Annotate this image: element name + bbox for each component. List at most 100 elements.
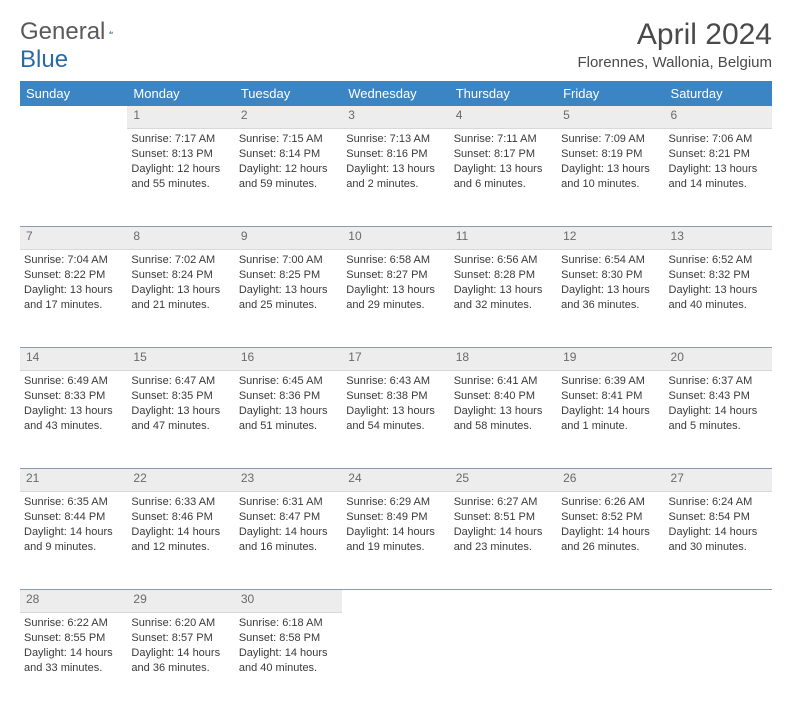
day-number: 7: [20, 227, 127, 250]
sunrise-text: Sunrise: 7:15 AM: [239, 132, 338, 147]
day-number: [665, 590, 772, 613]
day-cell: Sunrise: 6:27 AMSunset: 8:51 PMDaylight:…: [450, 492, 557, 590]
daylight-text: Daylight: 12 hours: [239, 162, 338, 177]
day-number-row: 14151617181920: [20, 348, 772, 371]
day-header: Thursday: [450, 81, 557, 106]
daylight-text: Daylight: 14 hours: [24, 646, 123, 661]
daylight-text: and 21 minutes.: [131, 298, 230, 313]
sunrise-text: Sunrise: 6:29 AM: [346, 495, 445, 510]
sunset-text: Sunset: 8:24 PM: [131, 268, 230, 283]
sunrise-text: Sunrise: 6:24 AM: [669, 495, 768, 510]
sunset-text: Sunset: 8:28 PM: [454, 268, 553, 283]
day-number-row: 78910111213: [20, 227, 772, 250]
sunrise-text: Sunrise: 7:09 AM: [561, 132, 660, 147]
daylight-text: Daylight: 13 hours: [561, 283, 660, 298]
sunset-text: Sunset: 8:33 PM: [24, 389, 123, 404]
sunset-text: Sunset: 8:57 PM: [131, 631, 230, 646]
day-cell: Sunrise: 6:35 AMSunset: 8:44 PMDaylight:…: [20, 492, 127, 590]
daylight-text: and 9 minutes.: [24, 540, 123, 555]
daylight-text: Daylight: 14 hours: [669, 525, 768, 540]
day-cell: Sunrise: 6:43 AMSunset: 8:38 PMDaylight:…: [342, 371, 449, 469]
day-cell: Sunrise: 6:52 AMSunset: 8:32 PMDaylight:…: [665, 250, 772, 348]
sunset-text: Sunset: 8:47 PM: [239, 510, 338, 525]
day-cell: Sunrise: 6:47 AMSunset: 8:35 PMDaylight:…: [127, 371, 234, 469]
daylight-text: Daylight: 13 hours: [239, 283, 338, 298]
day-number: 26: [557, 469, 664, 492]
daylight-text: Daylight: 13 hours: [669, 283, 768, 298]
daylight-text: and 6 minutes.: [454, 177, 553, 192]
sunrise-text: Sunrise: 6:52 AM: [669, 253, 768, 268]
daylight-text: Daylight: 13 hours: [131, 404, 230, 419]
day-number: 2: [235, 106, 342, 129]
sunset-text: Sunset: 8:55 PM: [24, 631, 123, 646]
sunset-text: Sunset: 8:49 PM: [346, 510, 445, 525]
sunset-text: Sunset: 8:21 PM: [669, 147, 768, 162]
daylight-text: Daylight: 14 hours: [239, 525, 338, 540]
sunrise-text: Sunrise: 6:54 AM: [561, 253, 660, 268]
day-cell: Sunrise: 7:15 AMSunset: 8:14 PMDaylight:…: [235, 129, 342, 227]
day-header: Saturday: [665, 81, 772, 106]
sunset-text: Sunset: 8:58 PM: [239, 631, 338, 646]
day-number: 8: [127, 227, 234, 250]
sunrise-text: Sunrise: 7:13 AM: [346, 132, 445, 147]
daylight-text: and 59 minutes.: [239, 177, 338, 192]
daylight-text: and 58 minutes.: [454, 419, 553, 434]
day-cell: Sunrise: 6:54 AMSunset: 8:30 PMDaylight:…: [557, 250, 664, 348]
day-cell: Sunrise: 6:29 AMSunset: 8:49 PMDaylight:…: [342, 492, 449, 590]
daylight-text: and 51 minutes.: [239, 419, 338, 434]
day-header: Wednesday: [342, 81, 449, 106]
sunset-text: Sunset: 8:27 PM: [346, 268, 445, 283]
day-header: Tuesday: [235, 81, 342, 106]
daylight-text: and 5 minutes.: [669, 419, 768, 434]
sunrise-text: Sunrise: 7:02 AM: [131, 253, 230, 268]
daylight-text: and 1 minute.: [561, 419, 660, 434]
day-content-row: Sunrise: 7:17 AMSunset: 8:13 PMDaylight:…: [20, 129, 772, 227]
sunset-text: Sunset: 8:36 PM: [239, 389, 338, 404]
sunset-text: Sunset: 8:40 PM: [454, 389, 553, 404]
day-number-row: 282930: [20, 590, 772, 613]
daylight-text: Daylight: 12 hours: [131, 162, 230, 177]
calendar-table: Sunday Monday Tuesday Wednesday Thursday…: [20, 81, 772, 710]
daylight-text: Daylight: 14 hours: [669, 404, 768, 419]
daylight-text: Daylight: 13 hours: [346, 162, 445, 177]
daylight-text: and 33 minutes.: [24, 661, 123, 676]
day-cell: Sunrise: 7:09 AMSunset: 8:19 PMDaylight:…: [557, 129, 664, 227]
day-cell: Sunrise: 7:02 AMSunset: 8:24 PMDaylight:…: [127, 250, 234, 348]
daylight-text: Daylight: 14 hours: [346, 525, 445, 540]
day-cell: [342, 613, 449, 710]
day-number: [20, 106, 127, 129]
day-content-row: Sunrise: 6:22 AMSunset: 8:55 PMDaylight:…: [20, 613, 772, 710]
day-cell: Sunrise: 7:11 AMSunset: 8:17 PMDaylight:…: [450, 129, 557, 227]
sunrise-text: Sunrise: 7:06 AM: [669, 132, 768, 147]
daylight-text: and 36 minutes.: [131, 661, 230, 676]
day-cell: Sunrise: 7:13 AMSunset: 8:16 PMDaylight:…: [342, 129, 449, 227]
daylight-text: Daylight: 13 hours: [454, 283, 553, 298]
day-number-row: 123456: [20, 106, 772, 129]
sunset-text: Sunset: 8:17 PM: [454, 147, 553, 162]
sunset-text: Sunset: 8:41 PM: [561, 389, 660, 404]
day-content-row: Sunrise: 6:49 AMSunset: 8:33 PMDaylight:…: [20, 371, 772, 469]
sunset-text: Sunset: 8:14 PM: [239, 147, 338, 162]
day-number: 3: [342, 106, 449, 129]
daylight-text: and 12 minutes.: [131, 540, 230, 555]
sunrise-text: Sunrise: 6:39 AM: [561, 374, 660, 389]
daylight-text: and 10 minutes.: [561, 177, 660, 192]
daylight-text: and 16 minutes.: [239, 540, 338, 555]
day-number: 15: [127, 348, 234, 371]
daylight-text: and 14 minutes.: [669, 177, 768, 192]
day-number: 24: [342, 469, 449, 492]
day-content-row: Sunrise: 6:35 AMSunset: 8:44 PMDaylight:…: [20, 492, 772, 590]
logo-word2: Blue: [20, 46, 68, 74]
sunset-text: Sunset: 8:38 PM: [346, 389, 445, 404]
day-cell: Sunrise: 6:58 AMSunset: 8:27 PMDaylight:…: [342, 250, 449, 348]
day-cell: Sunrise: 6:20 AMSunset: 8:57 PMDaylight:…: [127, 613, 234, 710]
daylight-text: Daylight: 14 hours: [561, 404, 660, 419]
sunrise-text: Sunrise: 6:33 AM: [131, 495, 230, 510]
sunset-text: Sunset: 8:54 PM: [669, 510, 768, 525]
day-number: 18: [450, 348, 557, 371]
day-number: 16: [235, 348, 342, 371]
daylight-text: Daylight: 14 hours: [131, 525, 230, 540]
daylight-text: and 47 minutes.: [131, 419, 230, 434]
day-number: 23: [235, 469, 342, 492]
day-number: 4: [450, 106, 557, 129]
